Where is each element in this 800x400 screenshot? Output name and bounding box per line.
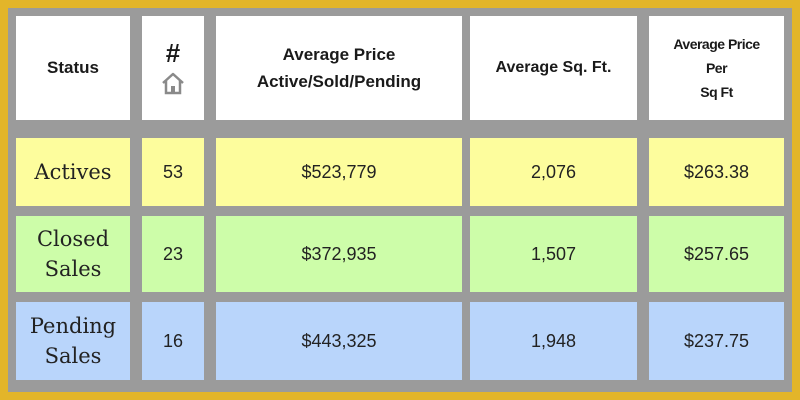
header-average-sqft-label: Average Sq. Ft. xyxy=(495,59,612,76)
header-average-price: Average Price Active/Sold/Pending xyxy=(216,16,462,120)
row-pending-avg-sqft: 1,948 xyxy=(470,302,637,380)
row-pending-price-per-sqft: $237.75 xyxy=(649,302,784,380)
row-closed-avg-sqft-value: 1,507 xyxy=(530,243,577,264)
header-price-per-sqft-line2: Per xyxy=(705,60,728,76)
header-price-per-sqft-line3: Sq Ft xyxy=(700,84,733,100)
row-actives-avg-sqft-value: 2,076 xyxy=(530,161,577,182)
row-pending-avg-price-value: $443,325 xyxy=(301,330,377,351)
header-average-sqft: Average Sq. Ft. xyxy=(470,16,637,120)
header-status: Status xyxy=(16,16,130,120)
row-pending-price-per-sqft-value: $237.75 xyxy=(683,330,750,351)
row-pending-count: 16 xyxy=(142,302,204,380)
header-price-per-sqft: Average Price Per Sq Ft xyxy=(649,16,784,120)
row-closed-avg-price-value: $372,935 xyxy=(301,243,377,264)
header-status-label: Status xyxy=(47,58,99,77)
row-actives-count: 53 xyxy=(142,138,204,206)
header-average-price-line1: Average Price xyxy=(282,45,396,64)
row-pending-status: Pending Sales xyxy=(16,302,130,380)
row-pending-avg-sqft-value: 1,948 xyxy=(530,330,577,351)
row-actives-avg-price: $523,779 xyxy=(216,138,462,206)
row-closed-price-per-sqft-value: $257.65 xyxy=(683,243,750,264)
row-closed-price-per-sqft: $257.65 xyxy=(649,216,784,292)
row-actives-avg-price-value: $523,779 xyxy=(301,161,377,182)
row-actives-avg-sqft: 2,076 xyxy=(470,138,637,206)
row-pending-status-line1: Pending xyxy=(29,314,117,338)
row-actives-status-line1: Actives xyxy=(34,160,112,184)
row-closed-avg-price: $372,935 xyxy=(216,216,462,292)
header-average-price-line2: Active/Sold/Pending xyxy=(256,72,422,91)
row-closed-avg-sqft: 1,507 xyxy=(470,216,637,292)
row-pending-avg-price: $443,325 xyxy=(216,302,462,380)
row-closed-status: Closed Sales xyxy=(16,216,130,292)
row-closed-count: 23 xyxy=(142,216,204,292)
row-closed-status-line2: Sales xyxy=(44,257,102,281)
row-actives-status: Actives xyxy=(16,138,130,206)
row-actives-price-per-sqft-value: $263.38 xyxy=(683,161,750,182)
row-actives-price-per-sqft: $263.38 xyxy=(649,138,784,206)
header-count-label: # xyxy=(165,38,181,68)
row-actives-count-value: 53 xyxy=(162,161,184,182)
row-closed-count-value: 23 xyxy=(162,243,184,264)
house-icon xyxy=(162,72,184,95)
header-count: # xyxy=(142,16,204,120)
row-pending-count-value: 16 xyxy=(162,330,184,351)
row-closed-status-line1: Closed xyxy=(36,227,110,251)
row-pending-status-line2: Sales xyxy=(44,344,102,368)
header-price-per-sqft-line1: Average Price xyxy=(673,36,760,52)
